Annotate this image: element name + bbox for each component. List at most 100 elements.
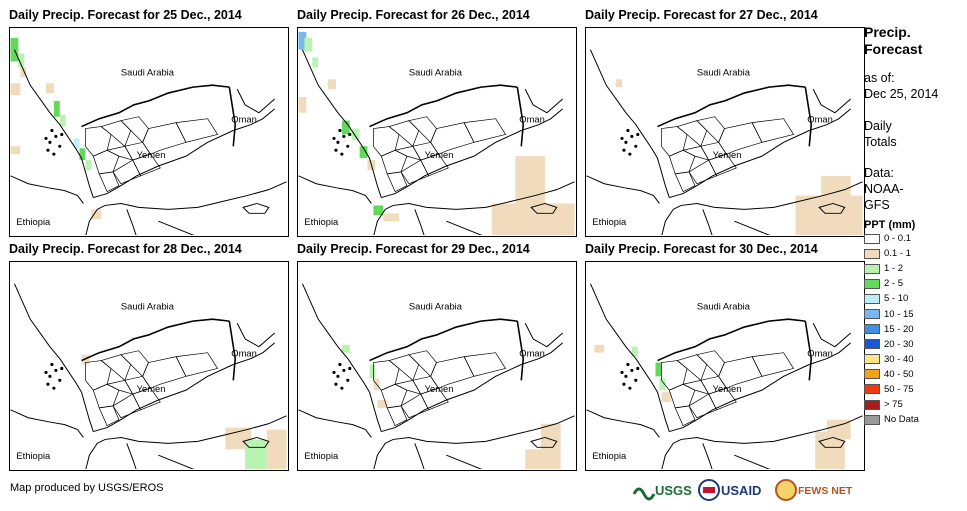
legend-item: 15 - 20 bbox=[864, 322, 964, 337]
island bbox=[628, 386, 632, 390]
saudi-yemen-border-line bbox=[657, 318, 806, 362]
precip-cell bbox=[351, 128, 360, 141]
legend-swatch bbox=[864, 233, 880, 244]
precip-cell bbox=[10, 83, 21, 96]
island bbox=[628, 152, 632, 156]
precip-cell bbox=[341, 120, 350, 135]
map-label-oman: Oman bbox=[519, 349, 545, 359]
legend-label: 0 - 0.1 bbox=[884, 233, 911, 245]
ethiopia-left-line bbox=[298, 409, 372, 438]
oman-inner-line bbox=[236, 322, 275, 348]
legend-item: 0 - 0.1 bbox=[864, 231, 964, 246]
map-label-ethiopia: Ethiopia bbox=[16, 451, 51, 461]
legend-item: 2 - 5 bbox=[864, 276, 964, 291]
island bbox=[626, 128, 630, 133]
island bbox=[50, 128, 54, 133]
usgs-logo: USGS bbox=[632, 483, 692, 501]
oman-border-line bbox=[228, 321, 237, 381]
island bbox=[634, 378, 638, 382]
island bbox=[342, 134, 346, 139]
precip-cell bbox=[369, 364, 376, 379]
horn-coast-line bbox=[373, 415, 575, 469]
precip-cell bbox=[10, 146, 21, 155]
eth-som-border-line bbox=[126, 443, 137, 469]
island bbox=[60, 132, 64, 137]
map-label-ethiopia: Ethiopia bbox=[592, 451, 627, 461]
legend-item: No Data bbox=[864, 412, 964, 427]
legend-swatch bbox=[864, 369, 880, 380]
forecast-panel-3: Daily Precip. Forecast for 27 Dec., 2014… bbox=[585, 8, 865, 240]
governorate-boundary bbox=[400, 159, 430, 185]
island bbox=[624, 374, 628, 378]
island bbox=[630, 368, 634, 373]
legend-label: 0.1 - 1 bbox=[884, 248, 911, 260]
island bbox=[58, 378, 62, 382]
somalia-inner-line bbox=[734, 220, 771, 235]
precip-cell bbox=[373, 205, 384, 216]
socotra-line bbox=[242, 436, 270, 448]
map-label-yemen: Yemen bbox=[425, 384, 454, 394]
usgs-logo-text: USGS bbox=[655, 483, 692, 498]
governorate-boundary bbox=[676, 120, 708, 147]
yemen-south-coast-line bbox=[93, 108, 275, 199]
precip-cell bbox=[631, 346, 638, 357]
precip-cell bbox=[312, 57, 319, 68]
eth-som-border-line bbox=[414, 443, 425, 469]
island bbox=[54, 134, 58, 139]
island bbox=[46, 382, 50, 386]
forecast-panel-4: Daily Precip. Forecast for 28 Dec., 2014… bbox=[9, 242, 289, 474]
island bbox=[622, 148, 626, 152]
governorate-boundary bbox=[112, 393, 142, 419]
governorate-boundary bbox=[132, 153, 161, 177]
socotra-line bbox=[530, 202, 558, 214]
island bbox=[50, 362, 54, 367]
legend-label: > 75 bbox=[884, 399, 903, 411]
horn-coast-line bbox=[661, 415, 863, 469]
legend-label: 2 - 5 bbox=[884, 278, 904, 290]
island bbox=[346, 378, 350, 382]
precip-cell bbox=[659, 378, 666, 391]
panel-title: Daily Precip. Forecast for 28 Dec., 2014 bbox=[9, 242, 242, 256]
map-label-oman: Oman bbox=[231, 349, 257, 359]
governorate-boundary bbox=[380, 383, 408, 409]
precip-cell bbox=[53, 100, 60, 117]
map-label-oman: Oman bbox=[519, 115, 545, 125]
map-label-ethiopia: Ethiopia bbox=[592, 217, 627, 227]
map-label-ethiopia: Ethiopia bbox=[304, 451, 339, 461]
precip-cell bbox=[815, 431, 845, 469]
legend-swatch bbox=[864, 399, 880, 410]
precip-cell bbox=[245, 439, 267, 469]
map-label-yemen: Yemen bbox=[425, 150, 454, 160]
forecast-map: Saudi ArabiaOmanYemenEthiopiaSomalia bbox=[9, 261, 289, 471]
oman-inner-line bbox=[524, 88, 563, 114]
legend-item: 50 - 75 bbox=[864, 382, 964, 397]
governorate-boundary bbox=[463, 352, 507, 377]
legend-item: 30 - 40 bbox=[864, 352, 964, 367]
saudi-yemen-border-line bbox=[81, 318, 230, 362]
socotra-line bbox=[818, 436, 846, 448]
governorate-boundary bbox=[386, 405, 408, 427]
governorate-boundary bbox=[112, 159, 142, 185]
precip-cell bbox=[328, 79, 336, 90]
panel-title: Daily Precip. Forecast for 29 Dec., 2014 bbox=[297, 242, 530, 256]
precip-cell bbox=[491, 203, 575, 235]
forecast-map: Saudi ArabiaOmanYemenEthiopiaSomalia bbox=[585, 261, 865, 471]
forecast-panel-2: Daily Precip. Forecast for 26 Dec., 2014… bbox=[297, 8, 577, 240]
precip-cell bbox=[91, 209, 102, 220]
governorate-boundary bbox=[386, 171, 408, 193]
forecast-map: Saudi ArabiaOmanYemenEthiopiaSomalia bbox=[9, 27, 289, 237]
legend-item: 1 - 2 bbox=[864, 261, 964, 276]
fews-net-logo-text: FEWS NET bbox=[798, 485, 853, 497]
legend-item: > 75 bbox=[864, 397, 964, 412]
governorate-boundary bbox=[420, 153, 449, 177]
data-line3: GFS bbox=[864, 198, 890, 212]
governorate-boundary bbox=[400, 393, 430, 419]
oman-inner-line bbox=[812, 322, 851, 348]
asof-date: Dec 25, 2014 bbox=[864, 87, 939, 101]
saudi-yemen-border-line bbox=[81, 84, 230, 128]
forecast-map: Saudi ArabiaOmanYemenEthiopiaSomalia bbox=[297, 27, 577, 237]
island bbox=[634, 144, 638, 148]
somalia-inner-line bbox=[734, 454, 771, 469]
governorate-boundary bbox=[132, 387, 161, 411]
somalia-inner-line bbox=[446, 454, 483, 469]
